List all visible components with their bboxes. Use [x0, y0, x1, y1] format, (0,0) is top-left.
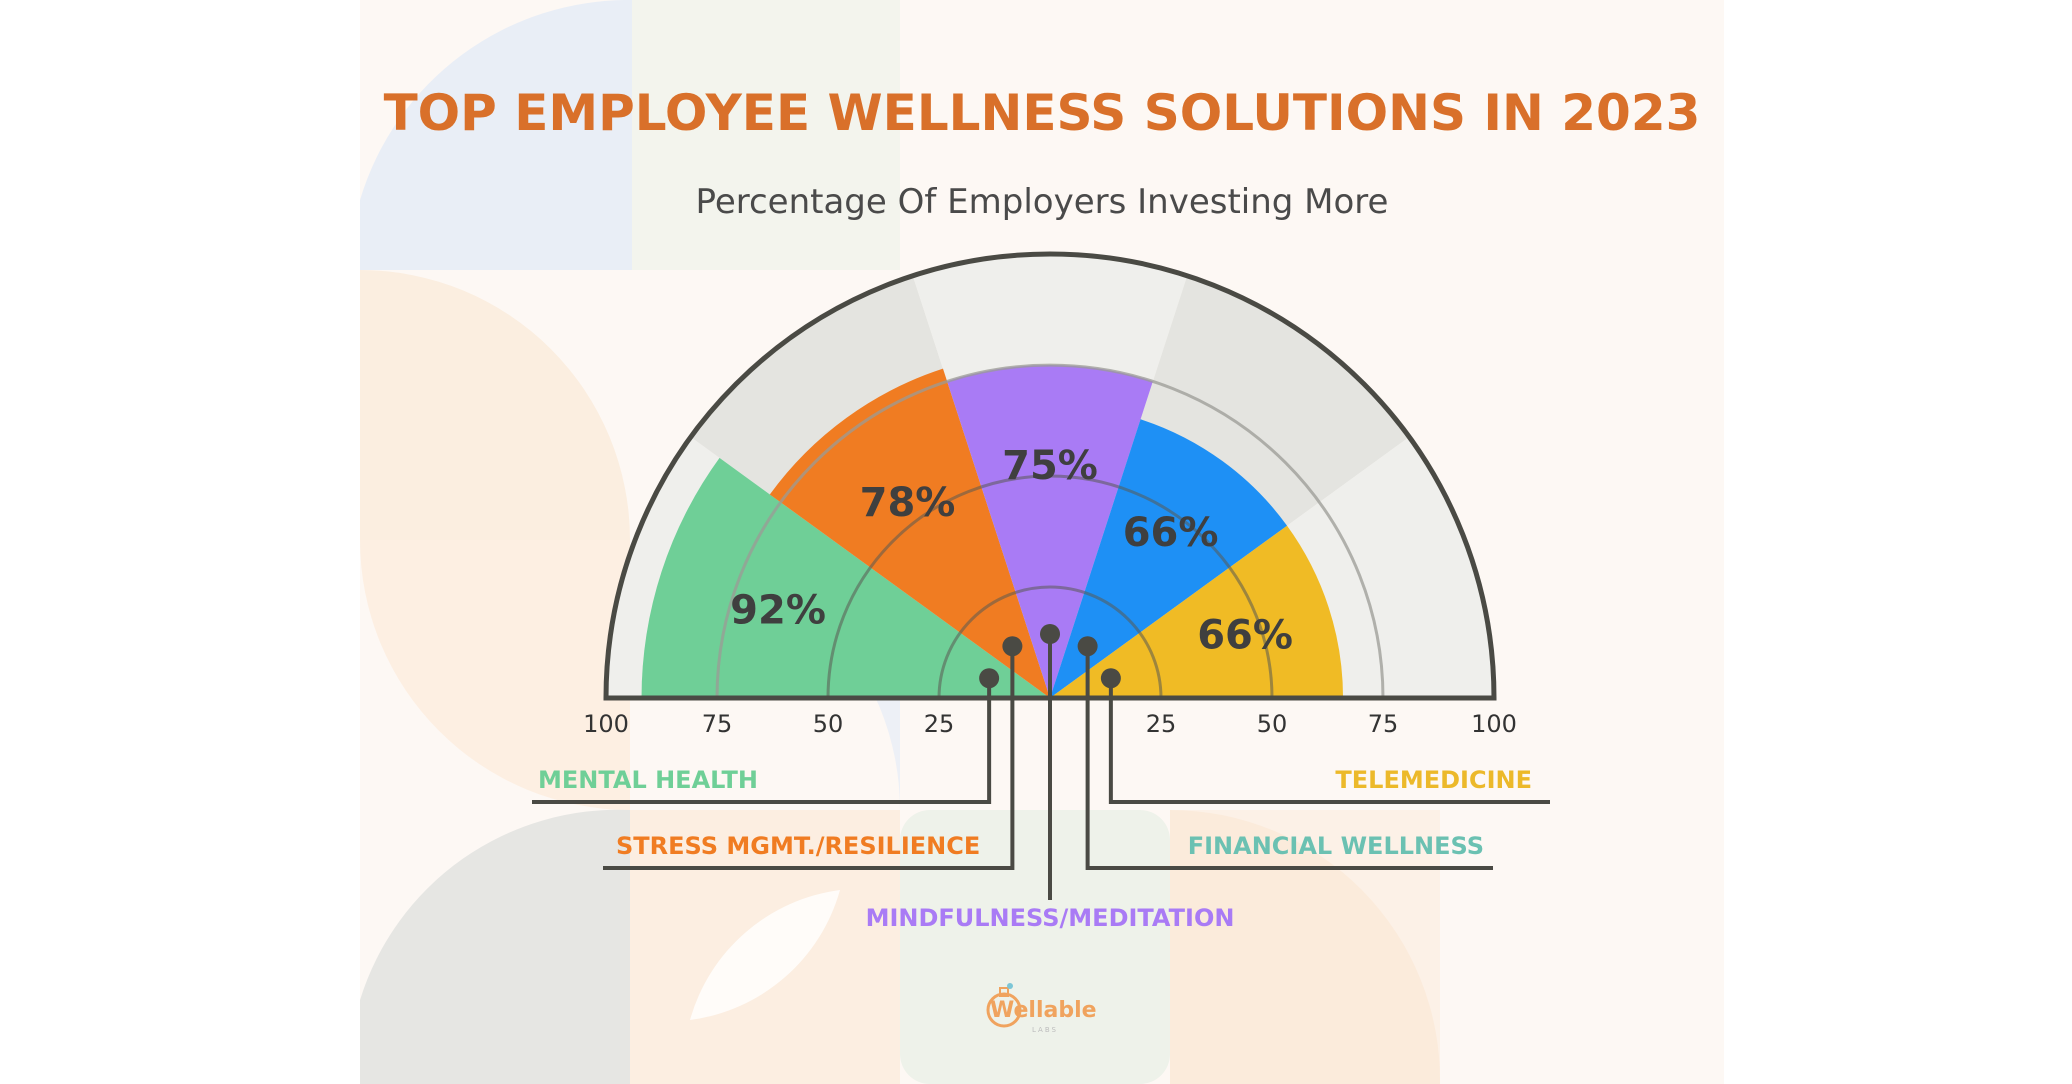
bg-shape — [632, 0, 900, 270]
tick-label: 100 — [1471, 710, 1517, 738]
tick-label: 75 — [702, 710, 733, 738]
category-label: STRESS MGMT./RESILIENCE — [616, 832, 980, 860]
leader-line — [603, 646, 1015, 870]
bar-sector — [769, 368, 1050, 698]
axis-ticks: 100 75 50 25 25 50 75 100 — [583, 710, 1517, 738]
tick-label: 25 — [1146, 710, 1177, 738]
grid-ring — [826, 474, 1274, 699]
bg-shape — [360, 809, 630, 1084]
logo-wordmark: Wellable — [990, 998, 1097, 1023]
bg-shape — [360, 540, 630, 810]
gauge-outline — [603, 251, 1497, 701]
tick-label: 50 — [1257, 710, 1288, 738]
chart-subtitle: Percentage Of Employers Investing More — [695, 182, 1389, 222]
tick-label: 50 — [813, 710, 844, 738]
bg-shape — [900, 810, 1170, 1084]
category-labels: MENTAL HEALTH STRESS MGMT./RESILIENCE MIND… — [538, 766, 1532, 932]
leader-dot — [1100, 668, 1121, 689]
leader-line — [1108, 678, 1550, 804]
gauge-border — [603, 251, 1497, 701]
gauge-rings — [715, 363, 1385, 699]
tick-label: 75 — [1368, 710, 1399, 738]
grid-ring — [715, 363, 1385, 699]
tick-label: 100 — [583, 710, 629, 738]
chart-title: TOP EMPLOYEE WELLNESS SOLUTIONS IN 2023 — [383, 84, 1701, 142]
bar-sector — [641, 457, 1050, 698]
leader-dot — [1040, 624, 1060, 644]
bg-shape — [1170, 810, 1441, 1084]
bg-shape — [690, 890, 840, 1020]
leader-dot — [1002, 636, 1023, 657]
value-labels: 92% 78% 75% 66% 66% — [730, 443, 1293, 659]
bar-sector — [1050, 525, 1344, 698]
leader-line — [532, 678, 992, 804]
grid-ring — [937, 585, 1163, 699]
leader-line — [1085, 646, 1493, 870]
infographic-card: TOP EMPLOYEE WELLNESS SOLUTIONS IN 2023 … — [360, 0, 1724, 1084]
gauge-bars — [641, 365, 1344, 698]
bg-shape — [360, 0, 632, 270]
value-label: 78% — [860, 480, 956, 526]
category-label: TELEMEDICINE — [1335, 766, 1532, 794]
bg-shape — [360, 270, 630, 540]
category-label: MINDFULNESS/MEDITATION — [866, 904, 1235, 932]
category-label: FINANCIAL WELLNESS — [1188, 832, 1484, 860]
value-label: 92% — [730, 588, 826, 634]
value-label: 66% — [1123, 510, 1219, 556]
leader-dot — [1077, 636, 1098, 657]
bar-sector — [947, 365, 1153, 698]
flask-icon — [986, 983, 1022, 1028]
tick-label: 25 — [924, 710, 955, 738]
brand-logo: Wellable LABS — [980, 982, 1110, 1042]
radial-bar-chart: 92% 78% 75% 66% 66% 100 75 50 25 25 50 75 100 MENTA… — [532, 251, 1550, 932]
value-label: 75% — [1002, 443, 1098, 489]
value-label: 66% — [1197, 613, 1293, 659]
category-label: MENTAL HEALTH — [538, 766, 758, 794]
leader-lines — [532, 624, 1550, 900]
bar-sector — [1050, 419, 1288, 698]
background-shapes — [360, 0, 1441, 1084]
logo-subtext: LABS — [1032, 1026, 1058, 1034]
leader-dot — [979, 668, 1000, 689]
